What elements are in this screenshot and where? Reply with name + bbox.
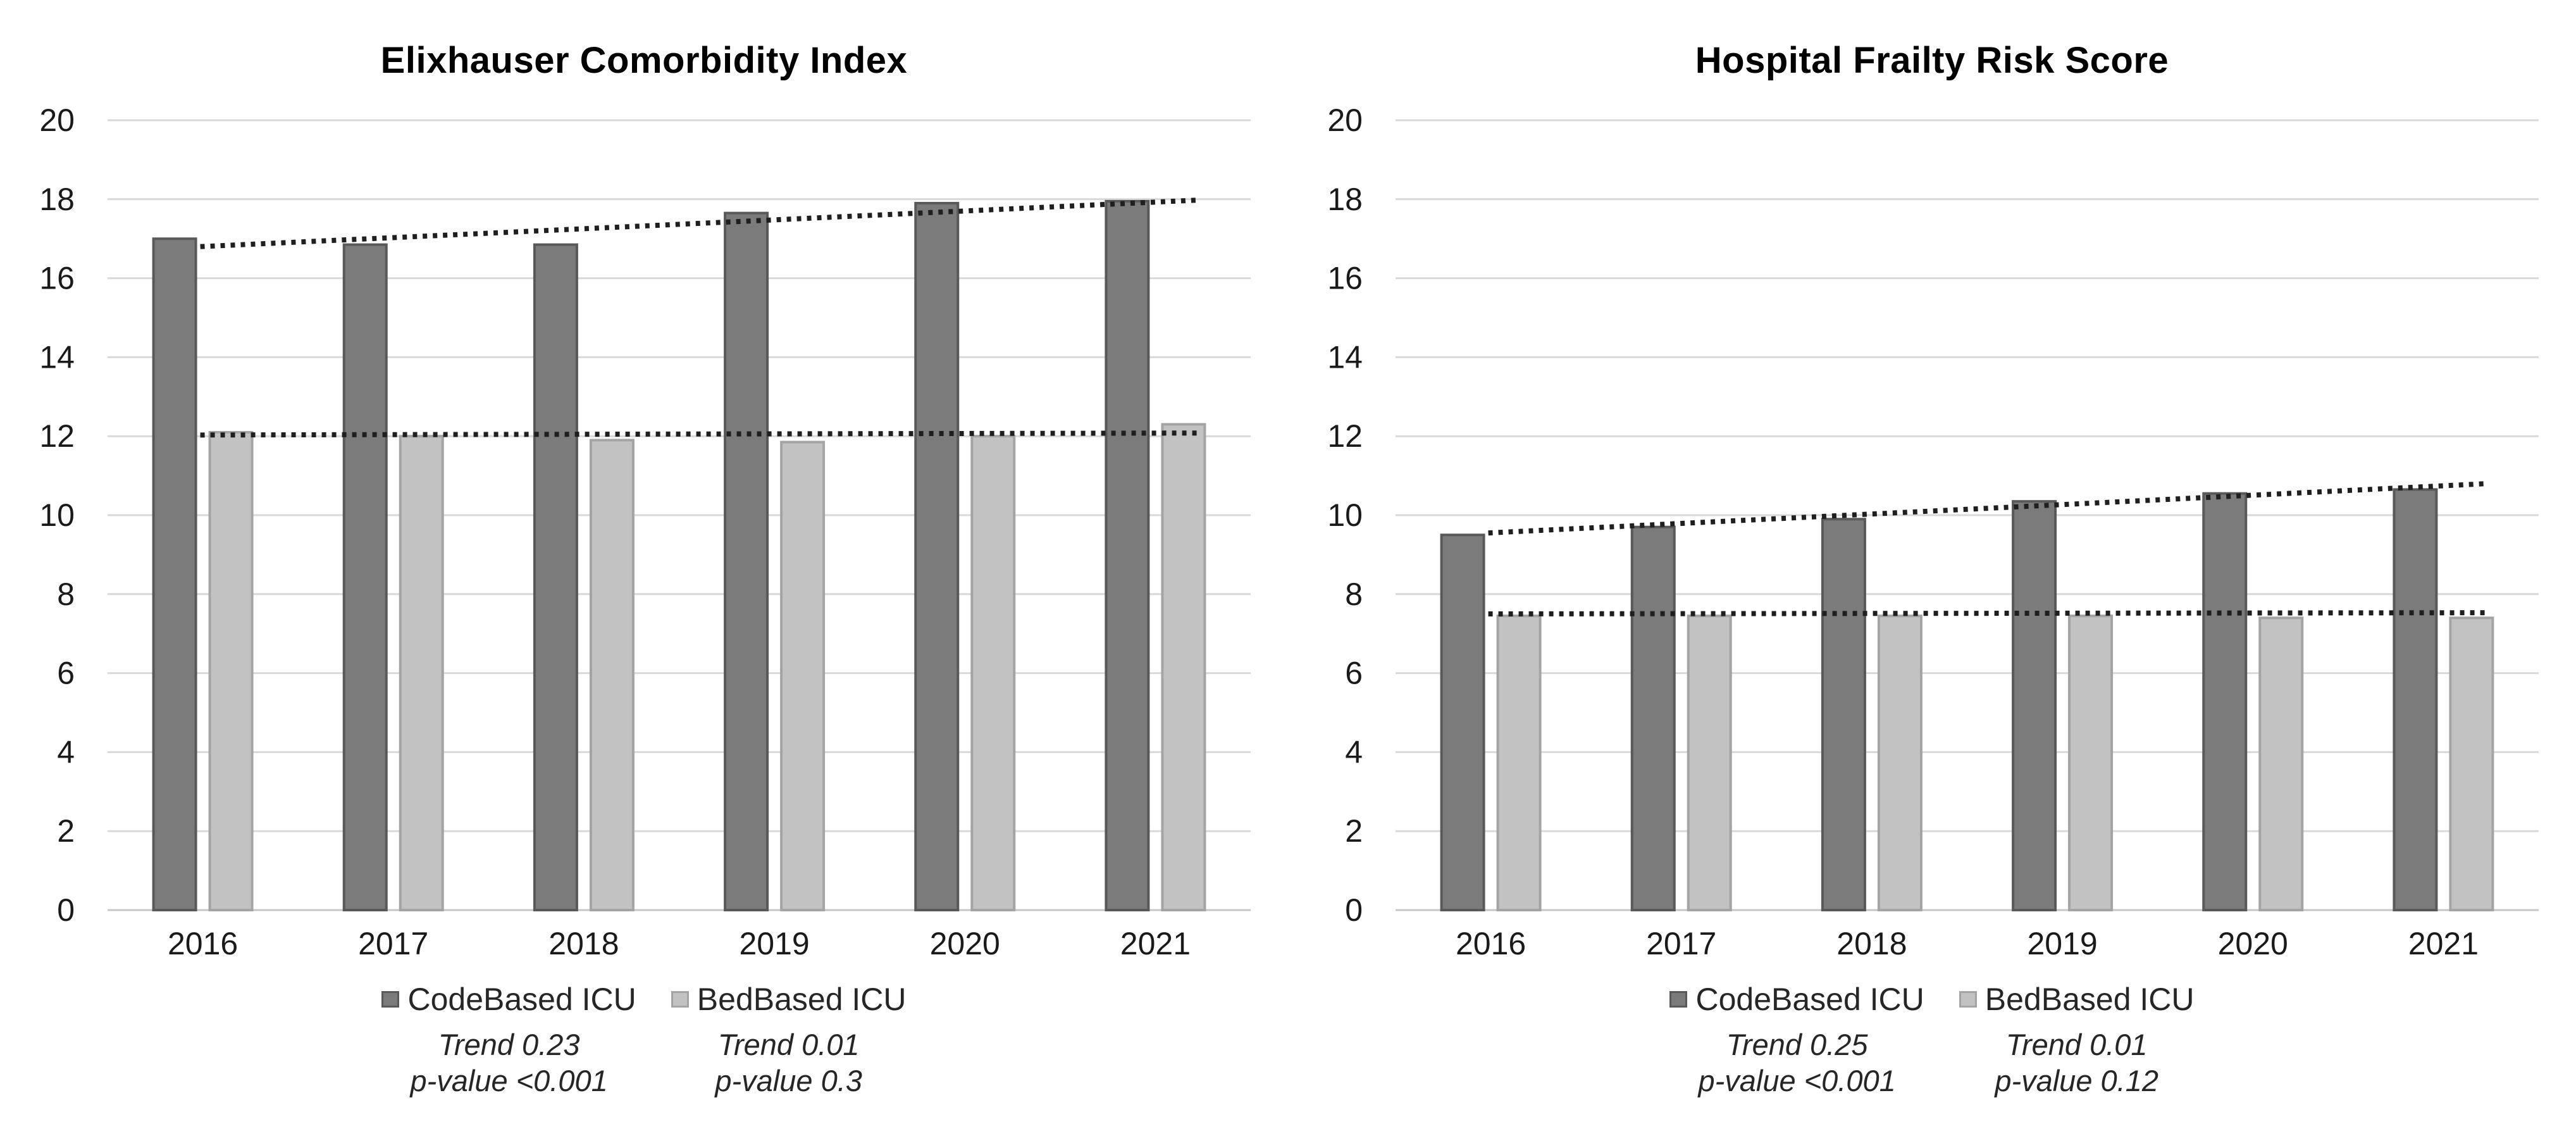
bar-codebased-icu-2017 (342, 243, 388, 911)
y-tick-label: 20 (39, 103, 75, 138)
bar-codebased-icu-2018 (533, 243, 578, 911)
p-value-annotation: p-value <0.001 (410, 1064, 608, 1098)
y-tick-label: 6 (57, 656, 75, 691)
x-tick-label: 2016 (168, 926, 238, 961)
bar-bedbased-icu-2021 (2449, 616, 2494, 911)
bar-bedbased-icu-2016 (1496, 615, 1542, 911)
x-tick-label: 2019 (739, 926, 809, 961)
bar-codebased-icu-2019 (724, 211, 769, 911)
x-tick-label: 2017 (358, 926, 428, 961)
chart-panel-hfrs: Hospital Frailty Risk Score 0 2 4 6 8 10 12 14 1… (1288, 0, 2576, 1124)
bar-codebased-icu-2020 (2202, 492, 2248, 911)
y-tick-label: 14 (1327, 339, 1363, 375)
chart-plot-elixhauser: 0 2 4 6 8 10 12 14 16 18 20 2016 2017 2018 2019 2020 202… (39, 103, 1251, 961)
chart-legend: CodeBased ICU Trend 0.23 p-value <0.001 … (0, 981, 1288, 1099)
bar-codebased-icu-2016 (152, 237, 197, 912)
trend-line-codebased (200, 197, 1200, 249)
y-tick-label: 18 (1327, 182, 1363, 217)
y-tick-label: 10 (1327, 497, 1363, 533)
legend-item-codebased: CodeBased ICU Trend 0.23 p-value <0.001 (381, 981, 636, 1099)
x-tick-label: 2018 (548, 926, 619, 961)
bar-bedbased-icu-2020 (970, 435, 1016, 911)
bar-bedbased-icu-2019 (2068, 615, 2114, 911)
y-tick-label: 18 (39, 182, 75, 217)
p-value-annotation: p-value 0.3 (715, 1064, 862, 1098)
x-tick-label: 2018 (1836, 926, 1907, 961)
legend-swatch-bedbased-icon (671, 991, 689, 1008)
bar-bedbased-icu-2018 (589, 439, 635, 911)
trend-line-bedbased (1488, 610, 2488, 616)
bar-bedbased-icu-2021 (1161, 423, 1206, 911)
y-tick-label: 14 (39, 339, 75, 375)
chart-panel-elixhauser: Elixhauser Comorbidity Index 0 2 4 6 8 10 12 14… (0, 40, 1288, 1099)
chart-title: Elixhauser Comorbidity Index (380, 40, 908, 81)
x-tick-label: 2020 (2218, 926, 2288, 961)
legend-label: CodeBased ICU (407, 982, 636, 1017)
trend-line-codebased (1488, 481, 2488, 536)
x-tick-label: 2021 (2408, 926, 2479, 961)
bar-codebased-icu-2021 (2393, 488, 2438, 911)
bar-codebased-icu-2020 (914, 202, 960, 911)
legend-swatch-codebased-icon (1669, 991, 1688, 1008)
legend-item-bedbased: BedBased ICU Trend 0.01 p-value 0.3 (671, 981, 907, 1099)
trend-annotation: Trend 0.23 (438, 1028, 580, 1061)
y-tick-label: 4 (1345, 734, 1363, 770)
y-tick-label: 2 (1345, 813, 1363, 849)
trend-annotation: Trend 0.01 (717, 1028, 860, 1061)
bar-codebased-icu-2021 (1105, 199, 1150, 911)
y-tick-label: 8 (57, 577, 75, 612)
bar-bedbased-icu-2020 (2258, 616, 2304, 911)
y-tick-label: 0 (57, 892, 75, 928)
y-tick-label: 16 (39, 261, 75, 296)
legend-swatch-bedbased-icon (1959, 991, 1977, 1008)
legend-label: BedBased ICU (697, 982, 907, 1017)
y-tick-label: 6 (1345, 656, 1363, 691)
y-tick-label: 12 (39, 418, 75, 454)
legend-label: CodeBased ICU (1695, 982, 1924, 1017)
chart-plot-hfrs: 0 2 4 6 8 10 12 14 16 18 20 2016 2017 2018 2019 2020 202… (1327, 103, 2539, 961)
legend-item-codebased: CodeBased ICU Trend 0.25 p-value <0.001 (1669, 981, 1924, 1099)
legend-swatch-codebased-icon (381, 991, 400, 1008)
bar-codebased-icu-2016 (1440, 534, 1485, 911)
y-tick-label: 12 (1327, 418, 1363, 454)
bar-codebased-icu-2018 (1821, 518, 1866, 911)
legend-item-bedbased: BedBased ICU Trend 0.01 p-value 0.12 (1959, 981, 2195, 1099)
x-tick-label: 2016 (1456, 926, 1526, 961)
trend-annotation: Trend 0.25 (1726, 1028, 1868, 1061)
bar-bedbased-icu-2016 (208, 430, 254, 911)
chart-legend: CodeBased ICU Trend 0.25 p-value <0.001 … (1288, 981, 2576, 1099)
y-tick-label: 4 (57, 734, 75, 770)
trend-annotation: Trend 0.01 (2005, 1028, 2148, 1061)
trend-line-bedbased (200, 430, 1200, 438)
y-tick-label: 8 (1345, 577, 1363, 612)
p-value-annotation: p-value <0.001 (1698, 1064, 1896, 1098)
bar-bedbased-icu-2017 (1687, 615, 1732, 911)
p-value-annotation: p-value 0.12 (1995, 1064, 2158, 1098)
y-tick-label: 10 (39, 497, 75, 533)
y-tick-label: 16 (1327, 261, 1363, 296)
bar-codebased-icu-2019 (2012, 500, 2057, 911)
bar-bedbased-icu-2017 (399, 435, 444, 911)
x-tick-label: 2019 (2027, 926, 2097, 961)
x-tick-label: 2021 (1120, 926, 1191, 961)
y-tick-label: 2 (57, 813, 75, 849)
legend-label: BedBased ICU (1985, 982, 2195, 1017)
x-tick-label: 2020 (930, 926, 1000, 961)
x-tick-label: 2017 (1646, 926, 1716, 961)
bar-bedbased-icu-2019 (780, 440, 826, 911)
y-tick-label: 0 (1345, 892, 1363, 928)
bar-bedbased-icu-2018 (1877, 615, 1923, 911)
chart-title: Hospital Frailty Risk Score (1695, 40, 2169, 81)
bar-codebased-icu-2017 (1630, 525, 1676, 911)
y-tick-label: 20 (1327, 103, 1363, 138)
